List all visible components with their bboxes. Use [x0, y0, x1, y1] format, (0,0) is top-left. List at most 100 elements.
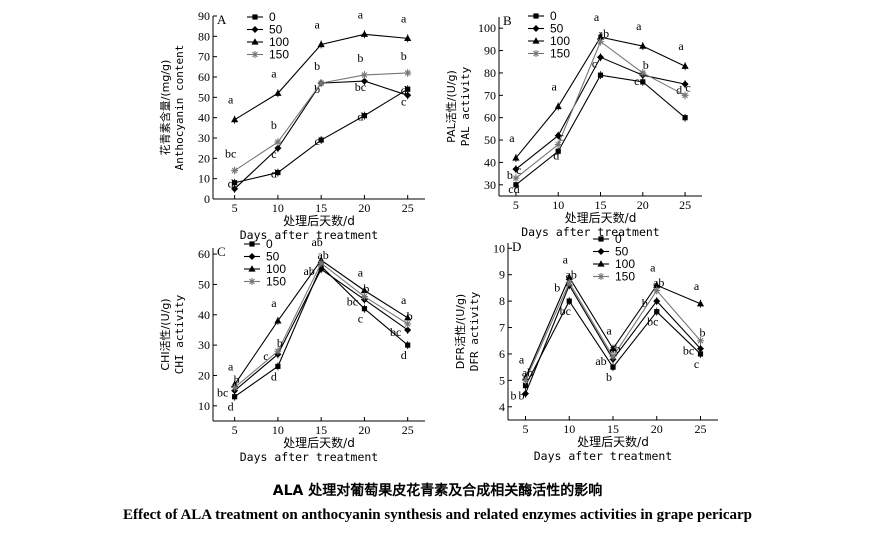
panel-c-data-point — [274, 317, 282, 324]
panel-a-significance-letter: d — [228, 177, 234, 191]
panel-d-significance-letter: a — [563, 252, 569, 266]
panel-a-data-point — [232, 180, 238, 186]
panel-a-ylabel-en: Anthocyanin content — [173, 45, 186, 171]
panel-a-significance-letter: b — [271, 118, 277, 132]
panel-c-significance-letter: ab — [317, 248, 328, 262]
panel-c-ytick-label: 10 — [198, 399, 210, 413]
panel-d-legend-marker — [597, 273, 605, 280]
panel-a-ytick-label: 30 — [198, 131, 210, 145]
panel-c-ytick-label: 50 — [198, 277, 210, 291]
panel-b-ytick-label: 40 — [484, 155, 496, 169]
panel-d-significance-letter: a — [694, 279, 700, 293]
panel-d-data-point — [609, 353, 617, 361]
panel-c-data-point — [275, 363, 281, 369]
panel-d-significance-letter: a — [650, 260, 656, 274]
panel-d-xtick-label: 20 — [651, 422, 663, 436]
panel-c-significance-letter: c — [358, 312, 363, 326]
panel-a-xtick-label: 20 — [358, 201, 370, 215]
panel-b-data-point — [555, 148, 561, 154]
panel-c-xlabel-cn: 处理后天数/d — [283, 435, 355, 450]
panel-d-significance-letter: b — [606, 370, 612, 384]
panel-b-data-point — [682, 115, 688, 121]
panel-a-data-point — [274, 138, 282, 146]
panel-a-data-point — [404, 34, 412, 41]
panel-c-significance-letter: b — [407, 309, 413, 323]
panel-c-ytick-label: 60 — [198, 247, 210, 261]
panel-a-xtick-label: 25 — [402, 201, 414, 215]
panel-b-legend-marker — [532, 25, 540, 32]
panel-c-series-line — [234, 265, 409, 398]
panel-b-ylabel-cn: PAL活性/(U/g) — [444, 70, 458, 143]
panel-a-series-line — [234, 72, 408, 171]
panel-a-data-point — [317, 79, 325, 87]
panel-b-legend-label: 150 — [550, 47, 570, 61]
panel-d-ytick-label: 8 — [499, 294, 505, 308]
panel-b-significance-letter: d — [553, 148, 559, 162]
panel-d-xlabel-cn: 处理后天数/d — [577, 434, 649, 449]
panel-d-data-point — [610, 364, 616, 370]
panel-a-data-point — [274, 89, 282, 96]
panel-a-legend-label: 100 — [269, 35, 289, 49]
panel-c-significance-letter: ab — [303, 264, 314, 278]
panel-d-letter: D — [512, 239, 521, 254]
panel-a-series-100: a a a a a — [228, 7, 412, 124]
panel-d-data-point — [696, 299, 705, 307]
panel-d-xlabel-en: Days after treatment — [534, 449, 672, 463]
panel-a-significance-letter: bc — [355, 80, 366, 94]
panel-b-data-point — [596, 33, 605, 40]
panel-b-data-point — [640, 79, 646, 85]
panel-c-data-point — [360, 286, 369, 294]
panel-a: 0 10 20 30 40 50 60 70 80 90 5 10 15 20 25 A 处理后天数/dDays… — [158, 7, 425, 242]
panel-a-data-point — [317, 40, 325, 48]
panel-b-xtick-label: 15 — [595, 198, 607, 212]
panel-c-xtick-label: 15 — [315, 423, 327, 437]
panel-c-series-150: b b ab b b — [231, 248, 413, 392]
panel-c-data-point — [317, 259, 325, 267]
panel-a-ytick-label: 40 — [198, 111, 210, 125]
panel-d-significance-letter: ab — [653, 276, 664, 290]
panel-b-xlabel-cn: 处理后天数/d — [565, 210, 637, 225]
panel-b-data-point — [513, 182, 519, 188]
panel-c-ytick-label: 30 — [198, 338, 210, 352]
panel-c-ytick-label: 40 — [198, 308, 210, 322]
panel-d-significance-letter: bc — [683, 344, 694, 358]
panel-d-ytick-label: 4 — [499, 400, 505, 414]
panel-c-significance-letter: d — [271, 369, 277, 383]
panel-a-data-point — [274, 144, 282, 152]
panel-b-legend-label: 0 — [550, 9, 557, 23]
panel-d-data-point — [522, 383, 529, 389]
panel-b-significance-letter: ab — [598, 27, 609, 41]
panel-a-xlabel-en: Days after treatment — [240, 228, 378, 242]
panel-c-xtick-label: 25 — [402, 423, 414, 437]
panel-a-ytick-label: 60 — [198, 70, 210, 84]
panel-a-significance-letter: d — [357, 110, 363, 124]
panel-a-data-point — [360, 71, 368, 79]
panel-b-ytick-label: 80 — [484, 66, 496, 80]
panel-c-xlabel-en: Days after treatment — [240, 450, 378, 464]
panel-b-significance-letter: a — [594, 10, 600, 24]
panel-d-data-point — [697, 351, 704, 357]
panel-d-data-point — [697, 337, 704, 345]
panel-d-data-point — [654, 309, 660, 315]
panel-c-legend-marker — [249, 241, 255, 247]
panel-a-data-point — [231, 115, 239, 123]
panel-b-significance-letter: d — [676, 83, 682, 97]
panel-a-ytick-label: 0 — [204, 192, 210, 206]
panel-c-legend-marker — [248, 253, 256, 260]
panel-c-data-point — [231, 384, 239, 392]
panel-d-data-point — [697, 345, 704, 353]
panel-b-data-point — [639, 69, 647, 77]
panel-d-legend-marker — [597, 248, 605, 255]
panel-c-significance-letter: ab — [311, 235, 322, 249]
panel-a-legend-marker — [251, 26, 259, 33]
panel-c-data-point — [404, 326, 412, 334]
panel-b-xtick-label: 20 — [637, 198, 649, 212]
panel-d-xtick-label: 15 — [607, 422, 619, 436]
panel-a-xtick-label: 5 — [232, 201, 238, 215]
